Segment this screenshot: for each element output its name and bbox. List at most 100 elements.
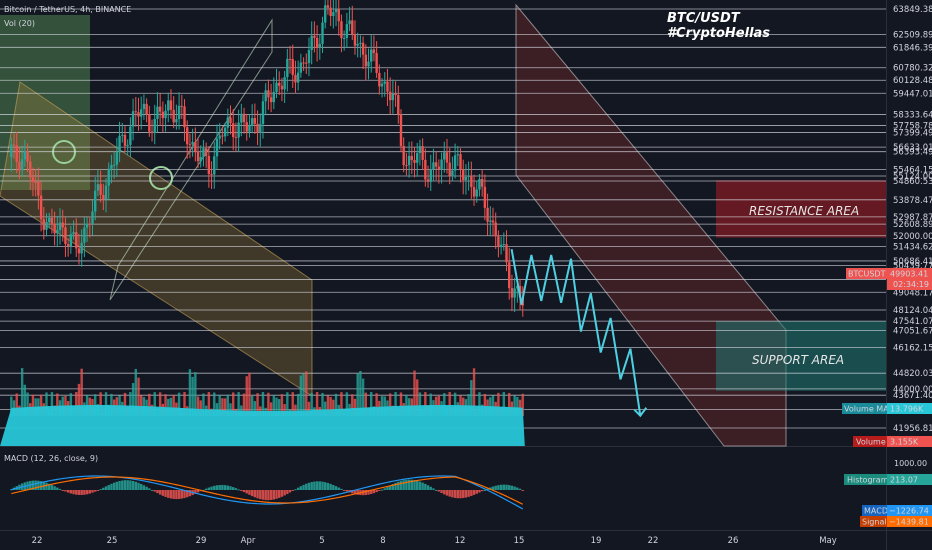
- candle-body: [145, 103, 148, 115]
- signal-value-bg: [887, 516, 932, 527]
- histogram-bar: [299, 486, 303, 490]
- horizontal-levels: [0, 8, 886, 429]
- volume-bar: [99, 392, 102, 416]
- candle-body: [375, 53, 378, 73]
- resistance-zone: [716, 180, 886, 238]
- volume-bar: [302, 373, 305, 416]
- candle-body: [391, 93, 395, 101]
- candle-body: [107, 168, 110, 186]
- histogram-bar: [186, 490, 189, 498]
- volume-bar: [370, 392, 373, 416]
- candle-body: [148, 114, 151, 132]
- histogram-bar: [177, 490, 181, 499]
- histogram-bar: [470, 490, 473, 496]
- candle-body: [291, 59, 294, 75]
- projection-arrowhead: [633, 407, 648, 418]
- candle-body: [188, 144, 192, 146]
- candle-body: [478, 179, 481, 190]
- candle-body: [115, 152, 119, 165]
- histogram-bar: [183, 490, 186, 499]
- volume-ma-label: Volume MA: [844, 405, 889, 414]
- volume-bar: [326, 395, 330, 416]
- histogram-bar: [56, 487, 59, 490]
- time-axis-label: 15: [514, 536, 525, 546]
- candle-body: [470, 175, 473, 188]
- candle-body: [421, 146, 424, 160]
- candle-body: [140, 109, 143, 117]
- volume-bar: [283, 404, 286, 416]
- volume-bar: [502, 392, 506, 416]
- volume-bar: [77, 383, 81, 416]
- histogram-bar: [172, 490, 175, 499]
- histogram-bar: [397, 481, 400, 490]
- histogram-bar: [448, 490, 451, 497]
- time-axis-label: 19: [591, 536, 602, 546]
- histogram-bar: [88, 490, 91, 494]
- histogram-bar: [497, 485, 500, 490]
- price-axis-label: 52608.89: [893, 220, 932, 230]
- macd-value-bg: [887, 505, 932, 516]
- candle-body: [440, 159, 443, 170]
- macd-indicator-legend[interactable]: MACD (12, 26, close, 9): [4, 454, 98, 463]
- time-axis-label: 12: [455, 536, 466, 546]
- candle-body: [123, 134, 127, 146]
- candle-body: [402, 145, 405, 166]
- candle-body: [110, 164, 113, 169]
- histogram-bar: [196, 490, 200, 493]
- projection-path: [510, 249, 648, 418]
- candle-body: [180, 105, 183, 107]
- volume-bar: [310, 392, 313, 416]
- candle-body: [505, 244, 508, 263]
- candle-body: [20, 159, 24, 171]
- histogram-bar: [510, 485, 514, 490]
- volume-bar: [31, 394, 35, 416]
- volume-bar: [164, 394, 167, 416]
- price-axis-label: 47541.07: [893, 317, 932, 327]
- volume-bar: [416, 379, 419, 416]
- histogram-bar: [296, 487, 300, 490]
- time-axis: 22 25 29 Apr 5 8 12 15 19 22 26 May: [32, 536, 837, 546]
- volume-ma-area: [0, 405, 525, 446]
- candle-body: [269, 97, 273, 103]
- histogram-bar: [475, 490, 478, 494]
- time-axis-label: Apr: [241, 536, 256, 546]
- volume-bar: [23, 384, 27, 416]
- volume-indicator-legend[interactable]: Vol (20): [4, 19, 35, 28]
- volume-bar: [248, 372, 251, 416]
- volume-bar: [394, 392, 397, 416]
- histogram-bar: [156, 490, 159, 494]
- candle-body: [169, 100, 173, 110]
- volume-bar: [177, 392, 181, 416]
- volume-bar: [383, 396, 386, 416]
- candle-body: [153, 118, 156, 134]
- volume-bar: [215, 403, 219, 416]
- candle-body: [240, 113, 243, 123]
- volume-bar: [218, 394, 221, 416]
- volume-bar: [194, 372, 197, 416]
- candle-body: [42, 219, 45, 230]
- zones-layer: [0, 3, 886, 447]
- candle-body: [275, 82, 278, 92]
- histogram-label: Histogram: [847, 476, 889, 485]
- candle-body: [39, 195, 43, 220]
- histogram-bar: [337, 487, 340, 490]
- candle-body: [405, 165, 408, 167]
- histogram-bar: [31, 480, 35, 490]
- volume-label: Volume: [856, 438, 886, 447]
- candle-body: [183, 106, 186, 128]
- volume-bar: [364, 392, 368, 416]
- candle-body: [80, 242, 83, 254]
- histogram-bar: [518, 488, 522, 490]
- candle-body: [248, 125, 251, 132]
- histogram-bar: [134, 481, 137, 490]
- price-axis-label: 56393.49: [893, 148, 932, 158]
- volume-bar: [245, 376, 248, 416]
- symbol-legend[interactable]: Bitcoin / TetherUS, 4h, BINANCE: [4, 5, 131, 14]
- candle-body: [77, 248, 81, 254]
- price-axis-label: 55464.15: [893, 165, 932, 175]
- histogram-bar: [353, 490, 357, 495]
- histogram-bar: [380, 489, 384, 491]
- candle-body: [259, 124, 262, 133]
- candle-body: [34, 181, 37, 183]
